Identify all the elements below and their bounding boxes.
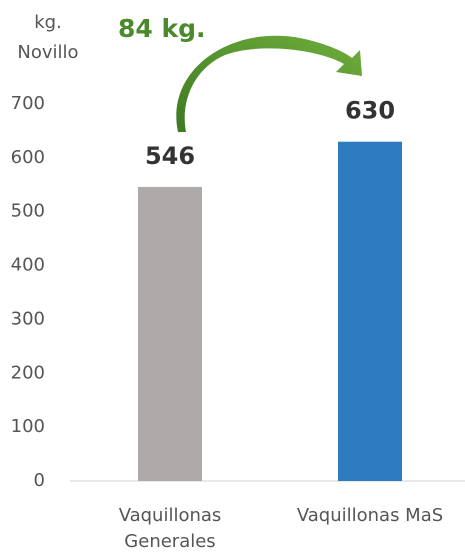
value-label: 546 (145, 142, 195, 170)
annotation: 84 kg. (118, 14, 206, 43)
bar (338, 141, 402, 481)
value-label: 630 (345, 97, 395, 125)
y-tick-label: 300 (11, 308, 45, 329)
y-tick-label: 100 (11, 416, 45, 437)
x-tick-label: Vaquillonas MaS (296, 505, 444, 526)
y-tick-label: 700 (11, 93, 45, 114)
y-tick-label: 200 (11, 362, 45, 383)
x-tick-label: Vaquillonas Generales (118, 505, 222, 552)
y-tick-label: 500 (11, 201, 45, 222)
y-axis-label: kg. Novillo (17, 12, 79, 63)
y-tick-label: 600 (11, 147, 45, 168)
arrow (176, 35, 362, 132)
y-tick-label: 400 (11, 255, 45, 276)
bar (138, 186, 202, 481)
y-tick-label: 0 (34, 470, 45, 491)
